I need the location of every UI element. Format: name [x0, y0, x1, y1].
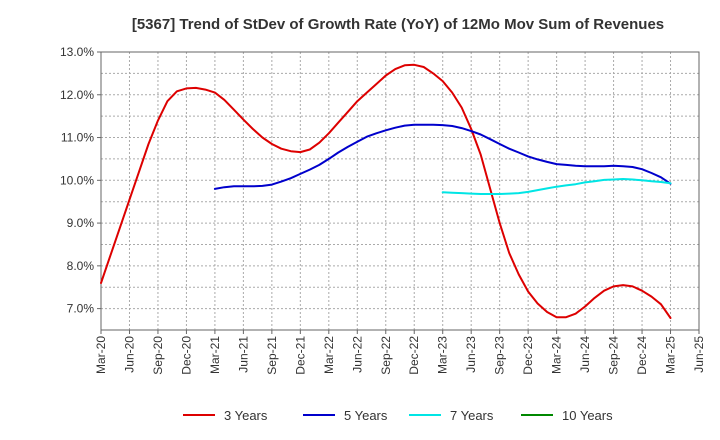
x-tick-label: Jun-21 — [236, 336, 250, 373]
y-tick-label: 8.0% — [67, 259, 95, 273]
x-tick-label: Sep-22 — [379, 336, 393, 375]
x-tick-label: Dec-24 — [635, 336, 649, 375]
y-tick-label: 13.0% — [60, 45, 94, 59]
x-tick-label: Jun-20 — [122, 336, 136, 373]
legend-label: 7 Years — [450, 408, 494, 423]
legend-label: 5 Years — [344, 408, 388, 423]
x-tick-label: Dec-21 — [293, 336, 307, 375]
y-tick-label: 11.0% — [61, 131, 94, 145]
x-tick-label: Mar-20 — [94, 336, 108, 374]
series-line-7-years — [441, 178, 672, 195]
x-tick-label: Jun-23 — [464, 336, 478, 373]
x-tick-label: Dec-22 — [407, 336, 421, 375]
chart-title: [5367] Trend of StDev of Growth Rate (Yo… — [132, 16, 664, 33]
y-tick-label: 12.0% — [60, 88, 94, 102]
x-tick-label: Mar-23 — [436, 336, 450, 374]
legend-label: 3 Years — [224, 408, 268, 423]
x-tick-label: Mar-21 — [208, 336, 222, 374]
x-tick-label: Jun-24 — [578, 336, 592, 373]
x-tick-label: Jun-25 — [692, 336, 706, 373]
x-tick-label: Sep-20 — [151, 336, 165, 375]
series-line-3-years — [100, 63, 672, 319]
plot-area — [101, 52, 699, 330]
x-tick-label: Mar-24 — [550, 336, 564, 374]
x-tick-label: Sep-23 — [493, 336, 507, 375]
series-lines — [100, 63, 672, 319]
x-tick-label: Mar-22 — [322, 336, 336, 374]
x-tick-label: Sep-21 — [265, 336, 279, 375]
x-tick-label: Dec-20 — [179, 336, 193, 375]
grid — [101, 52, 699, 330]
plot-frame — [100, 51, 700, 331]
legend-label: 10 Years — [562, 408, 613, 423]
x-tick-label: Sep-24 — [607, 336, 621, 375]
legend: 3 Years 5 Years 7 Years 10 Years — [183, 408, 613, 423]
x-tick-label: Mar-25 — [664, 336, 678, 374]
y-tick-label: 7.0% — [67, 302, 95, 316]
x-tick-label: Jun-22 — [350, 336, 364, 373]
y-tick-label: 9.0% — [67, 216, 95, 230]
axes: 7.0% 8.0% 9.0% 10.0% 11.0% 12.0% 13.0% Mar-20 Ju… — [60, 45, 706, 375]
x-tick-label: Dec-23 — [521, 336, 535, 375]
y-tick-label: 10.0% — [60, 173, 94, 187]
series-line-5-years — [213, 123, 672, 190]
